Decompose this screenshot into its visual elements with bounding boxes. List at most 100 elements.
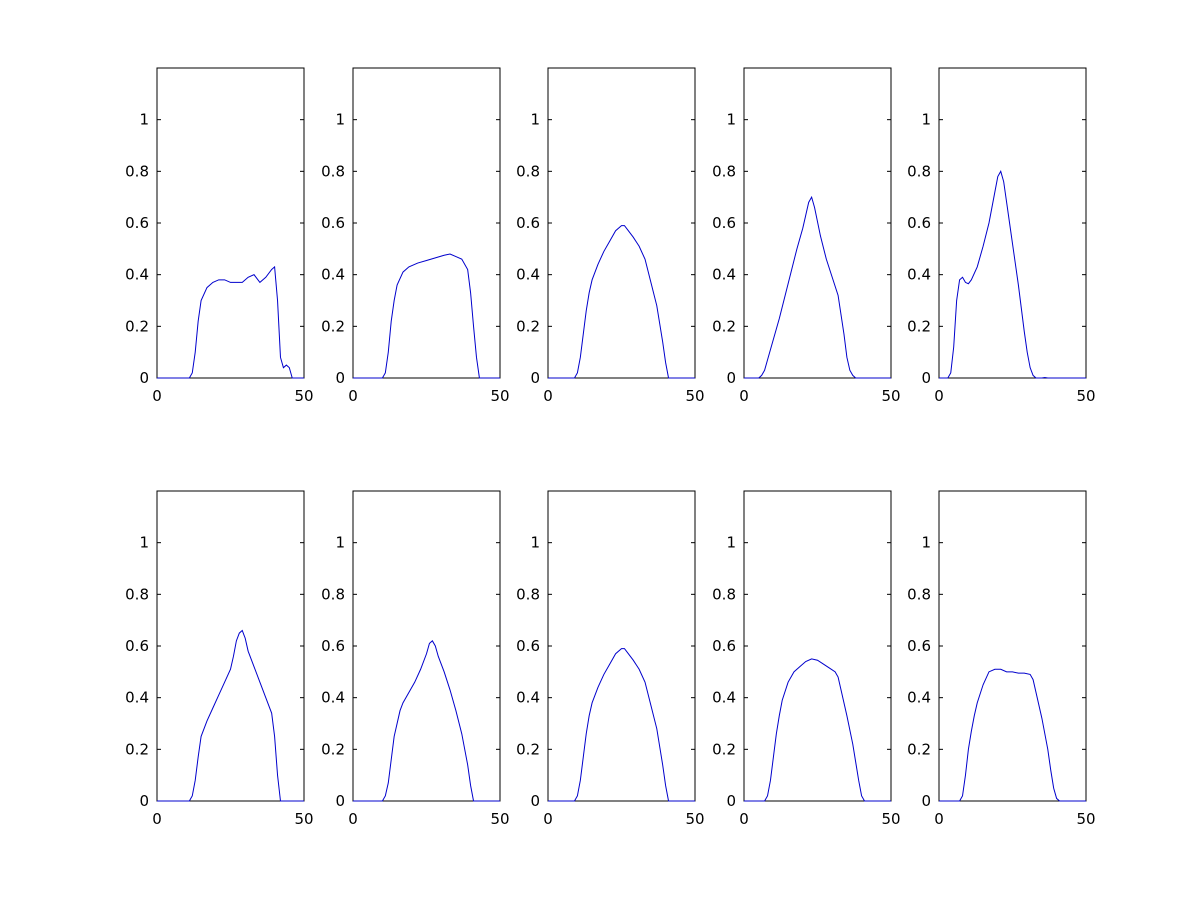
y-tick-label: 0.4: [321, 266, 345, 284]
x-tick-label: 50: [294, 387, 313, 405]
y-tick-label: 0.8: [125, 162, 149, 180]
x-tick-label: 50: [1076, 810, 1095, 828]
subplot-1-4: 0 0.2 0.4 0.6 0.8 1 0 50: [712, 67, 901, 405]
y-tick-label: 0.4: [907, 689, 931, 707]
subplot-1-2: 0 0.2 0.4 0.6 0.8 1 0 50: [321, 67, 510, 405]
y-tick-label: 0.4: [321, 689, 345, 707]
y-tick-label: 0.4: [516, 689, 540, 707]
y-tick-label: 0.8: [712, 585, 736, 603]
y-tick-label: 0.2: [125, 740, 149, 758]
y-tick-label: 0.8: [516, 162, 540, 180]
y-tick-label: 1: [921, 111, 931, 129]
series-line: [548, 648, 695, 802]
y-tick-label: 0.4: [125, 689, 149, 707]
y-tick-label: 0.8: [321, 585, 345, 603]
y-tick-label: 0.8: [125, 585, 149, 603]
y-tick-label: 0.2: [712, 317, 736, 335]
series-line: [353, 640, 500, 802]
y-tick-label: 0.2: [516, 740, 540, 758]
axes-frame: [547, 67, 696, 379]
series-line: [744, 658, 891, 802]
y-tick-label: 1: [726, 534, 736, 552]
x-tick-label: 0: [543, 387, 553, 405]
y-tick-label: 0.6: [321, 214, 345, 232]
axes-frame: [352, 490, 501, 802]
series-line: [744, 195, 891, 379]
y-tick-label: 0: [726, 792, 736, 810]
y-tick-label: 1: [726, 111, 736, 129]
subplot-2-5: 0 0.2 0.4 0.6 0.8 1 0 50: [907, 490, 1096, 828]
y-tick-label: 0.2: [125, 317, 149, 335]
subplot-2-3: 0 0.2 0.4 0.6 0.8 1 0 50: [516, 490, 705, 828]
series-line: [157, 265, 304, 379]
y-tick-label: 0.6: [125, 637, 149, 655]
y-tick-label: 0.2: [907, 740, 931, 758]
x-tick-label: 0: [934, 387, 944, 405]
x-tick-label: 0: [739, 810, 749, 828]
axes-frame: [547, 490, 696, 802]
y-tick-label: 0.8: [907, 585, 931, 603]
x-tick-label: 0: [152, 387, 162, 405]
y-tick-label: 0.4: [125, 266, 149, 284]
x-tick-label: 50: [294, 810, 313, 828]
y-tick-label: 0.6: [712, 637, 736, 655]
y-tick-label: 0.6: [712, 214, 736, 232]
x-tick-label: 50: [1076, 387, 1095, 405]
series-line: [548, 225, 695, 379]
y-tick-label: 0: [139, 792, 149, 810]
y-tick-label: 0.6: [321, 637, 345, 655]
series-line: [939, 668, 1086, 802]
axes-frame: [743, 490, 892, 802]
subplot-2-1: 0 0.2 0.4 0.6 0.8 1 0 50: [125, 490, 314, 828]
y-tick-label: 0.6: [907, 637, 931, 655]
y-tick-label: 0.4: [712, 266, 736, 284]
y-tick-label: 1: [139, 534, 149, 552]
x-tick-label: 0: [348, 810, 358, 828]
y-tick-label: 0.2: [907, 317, 931, 335]
y-tick-label: 1: [139, 111, 149, 129]
subplot-2-2: 0 0.2 0.4 0.6 0.8 1 0 50: [321, 490, 510, 828]
y-tick-label: 0.6: [516, 214, 540, 232]
y-tick-label: 1: [921, 534, 931, 552]
y-tick-label: 1: [335, 111, 345, 129]
x-tick-label: 50: [881, 810, 900, 828]
series-line: [157, 629, 304, 802]
x-tick-label: 50: [685, 387, 704, 405]
axes-frame: [938, 490, 1087, 802]
subplot-1-5: 0 0.2 0.4 0.6 0.8 1 0 50: [907, 67, 1096, 405]
y-tick-label: 0.8: [712, 162, 736, 180]
subplot-1-1: 0 0.2 0.4 0.6 0.8 1 0 50: [125, 67, 314, 405]
x-tick-label: 50: [881, 387, 900, 405]
x-tick-label: 50: [490, 810, 509, 828]
axes-frame: [352, 67, 501, 379]
x-tick-label: 0: [543, 810, 553, 828]
y-tick-label: 0.8: [321, 162, 345, 180]
x-tick-label: 0: [348, 387, 358, 405]
x-tick-label: 0: [152, 810, 162, 828]
y-tick-label: 0: [921, 369, 931, 387]
y-tick-label: 0: [530, 792, 540, 810]
subplot-2-4: 0 0.2 0.4 0.6 0.8 1 0 50: [712, 490, 901, 828]
y-tick-label: 0.2: [712, 740, 736, 758]
y-tick-label: 0.8: [516, 585, 540, 603]
series-line: [353, 253, 500, 379]
y-tick-label: 0.2: [321, 317, 345, 335]
x-tick-label: 0: [934, 810, 944, 828]
y-tick-label: 0.6: [125, 214, 149, 232]
x-tick-label: 50: [490, 387, 509, 405]
subplot-grid: 0 0.2 0.4 0.6 0.8 1 0 50 0 0.2 0.4 0.6 0.8 1 0 50 0 0.2 0.…: [125, 67, 1096, 828]
y-tick-label: 0: [921, 792, 931, 810]
y-tick-label: 0.4: [516, 266, 540, 284]
y-tick-label: 0.8: [907, 162, 931, 180]
axes-frame: [938, 67, 1087, 379]
y-tick-label: 0.6: [516, 637, 540, 655]
y-tick-label: 0: [139, 369, 149, 387]
y-tick-label: 0: [530, 369, 540, 387]
y-tick-label: 0.4: [907, 266, 931, 284]
y-tick-label: 0: [726, 369, 736, 387]
y-tick-label: 1: [335, 534, 345, 552]
x-tick-label: 50: [685, 810, 704, 828]
y-tick-label: 1: [530, 534, 540, 552]
y-tick-label: 0: [335, 369, 345, 387]
